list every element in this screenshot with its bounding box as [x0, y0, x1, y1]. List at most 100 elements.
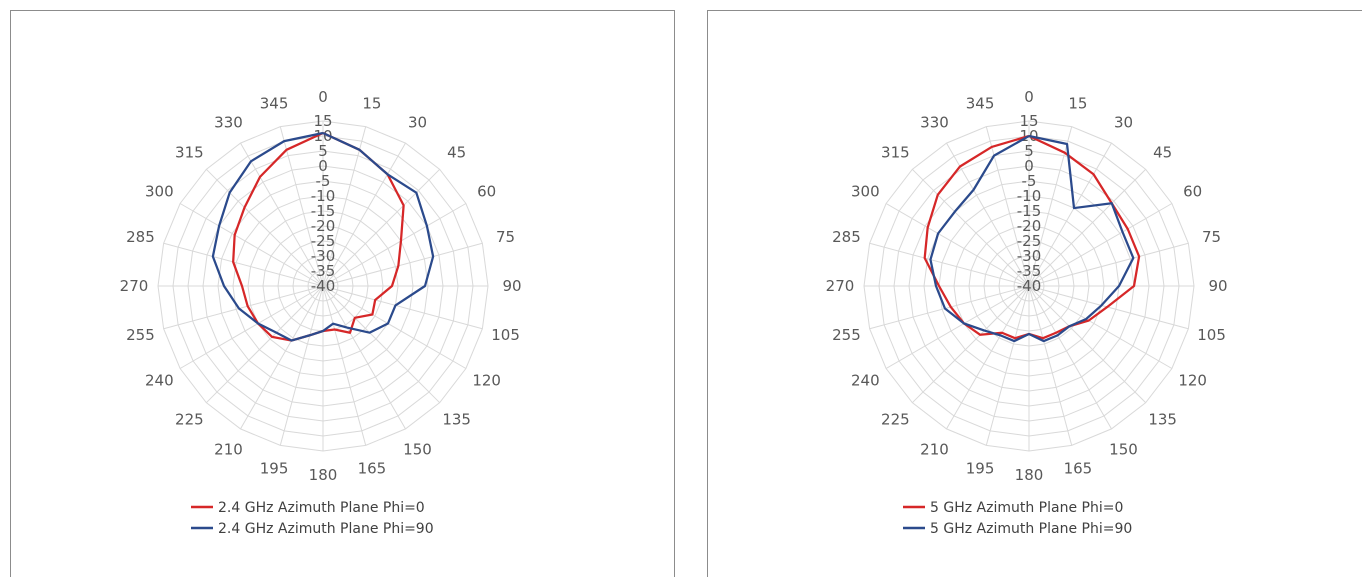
grid-spoke: [946, 285, 1030, 430]
grid-spoke: [322, 168, 441, 287]
angle-label: 75: [1202, 228, 1221, 246]
grid-spoke: [1028, 285, 1189, 330]
angle-label: 300: [145, 183, 174, 201]
angle-label: 105: [1197, 326, 1226, 344]
radial-tick-label: -35: [311, 262, 336, 280]
grid-spoke: [240, 285, 324, 430]
angle-label: 120: [472, 372, 501, 390]
angle-label: 165: [1064, 460, 1093, 478]
grid-spoke: [1028, 285, 1147, 404]
angle-label: 345: [966, 94, 995, 112]
legend-label: 5 GHz Azimuth Plane Phi=0: [930, 500, 1123, 516]
series-line-phi90: [929, 134, 1135, 343]
grid-spoke: [1028, 285, 1073, 446]
grid-spoke: [279, 285, 324, 446]
legend-entry: 5 GHz Azimuth Plane Phi=90: [903, 521, 1132, 537]
grid-spoke: [179, 285, 324, 369]
angle-label: 165: [358, 460, 387, 478]
radial-tick-label: -5: [1022, 172, 1037, 190]
radial-tick-label: -15: [311, 202, 336, 220]
angle-label: 225: [881, 411, 910, 429]
radial-tick-label: -20: [1017, 217, 1042, 235]
radial-tick-label: 15: [1019, 112, 1038, 130]
angle-label: 45: [1153, 143, 1172, 161]
angle-label: 90: [502, 277, 521, 295]
radial-tick-label: 0: [318, 157, 328, 175]
grid-spoke: [1028, 168, 1147, 287]
angle-label: 0: [318, 88, 328, 106]
grid-spoke: [1028, 203, 1173, 287]
grid-spoke: [869, 242, 1030, 287]
grid-spoke: [985, 126, 1030, 287]
grid-spoke: [322, 126, 367, 287]
grid-spoke: [885, 285, 1030, 369]
angle-label: 285: [126, 228, 155, 246]
angle-label: 330: [920, 113, 949, 131]
angle-label: 315: [881, 143, 910, 161]
angle-label: 15: [1068, 94, 1087, 112]
angle-label: 315: [175, 143, 204, 161]
legend-label: 2.4 GHz Azimuth Plane Phi=90: [218, 521, 434, 537]
grid-spoke: [1028, 285, 1173, 369]
series-line-phi90: [211, 131, 435, 342]
radial-tick-label: -30: [1017, 247, 1042, 265]
grid-spoke: [911, 285, 1030, 404]
angle-label: 105: [491, 326, 520, 344]
angle-label: 330: [214, 113, 243, 131]
radial-tick-label: 15: [313, 112, 332, 130]
angle-label: 0: [1024, 88, 1034, 106]
grid-spoke: [322, 285, 483, 330]
grid-spoke: [1028, 285, 1112, 430]
grid-spoke: [322, 285, 467, 369]
angle-label: 225: [175, 411, 204, 429]
angle-label: 135: [1148, 411, 1177, 429]
angle-label: 210: [214, 441, 243, 459]
angle-label: 270: [826, 277, 855, 295]
grid-spoke: [163, 242, 324, 287]
angle-label: 15: [362, 94, 381, 112]
angle-label: 30: [408, 113, 427, 131]
angle-label: 240: [851, 372, 880, 390]
grid-spoke: [322, 203, 467, 287]
angle-label: 60: [477, 183, 496, 201]
radial-tick-label: -10: [1017, 187, 1042, 205]
legend-label: 2.4 GHz Azimuth Plane Phi=0: [218, 500, 425, 516]
angle-label: 210: [920, 441, 949, 459]
grid-spoke: [322, 142, 406, 287]
radial-tick-label: -25: [1017, 232, 1042, 250]
legend-entry: 2.4 GHz Azimuth Plane Phi=0: [191, 500, 425, 516]
angle-label: 255: [832, 326, 861, 344]
angle-label: 135: [442, 411, 471, 429]
radial-tick-label: -5: [316, 172, 331, 190]
radial-tick-label: -30: [311, 247, 336, 265]
grid-spoke: [179, 203, 324, 287]
radial-tick-label: 10: [313, 127, 332, 145]
grid-spoke: [205, 285, 324, 404]
angle-label: 240: [145, 372, 174, 390]
radial-tick-label: -25: [311, 232, 336, 250]
angle-label: 90: [1208, 277, 1227, 295]
angle-label: 270: [120, 277, 149, 295]
grid-spoke: [205, 168, 324, 287]
angle-label: 180: [309, 466, 338, 484]
radial-tick-label: -10: [311, 187, 336, 205]
angle-label: 60: [1183, 183, 1202, 201]
radar-grid: [863, 120, 1195, 452]
angle-label: 300: [851, 183, 880, 201]
angle-label: 150: [403, 441, 432, 459]
radial-tick-label: -35: [1017, 262, 1042, 280]
radial-tick-label: 5: [1024, 142, 1034, 160]
angle-label: 345: [260, 94, 289, 112]
angle-label: 150: [1109, 441, 1138, 459]
radial-tick-label: -40: [311, 277, 336, 295]
chart-panel-right: 15 10 5 0 -5 -10 -15 -20 -25 -30 -35 -40 0 15 30 45 60 75…: [707, 10, 1362, 577]
grid-spoke: [322, 285, 367, 446]
grid-spoke: [163, 285, 324, 330]
legend-entry: 2.4 GHz Azimuth Plane Phi=90: [191, 521, 434, 537]
radial-tick-label: -20: [311, 217, 336, 235]
grid-spoke: [279, 126, 324, 287]
grid-spoke: [911, 168, 1030, 287]
grid-spoke: [985, 285, 1030, 446]
